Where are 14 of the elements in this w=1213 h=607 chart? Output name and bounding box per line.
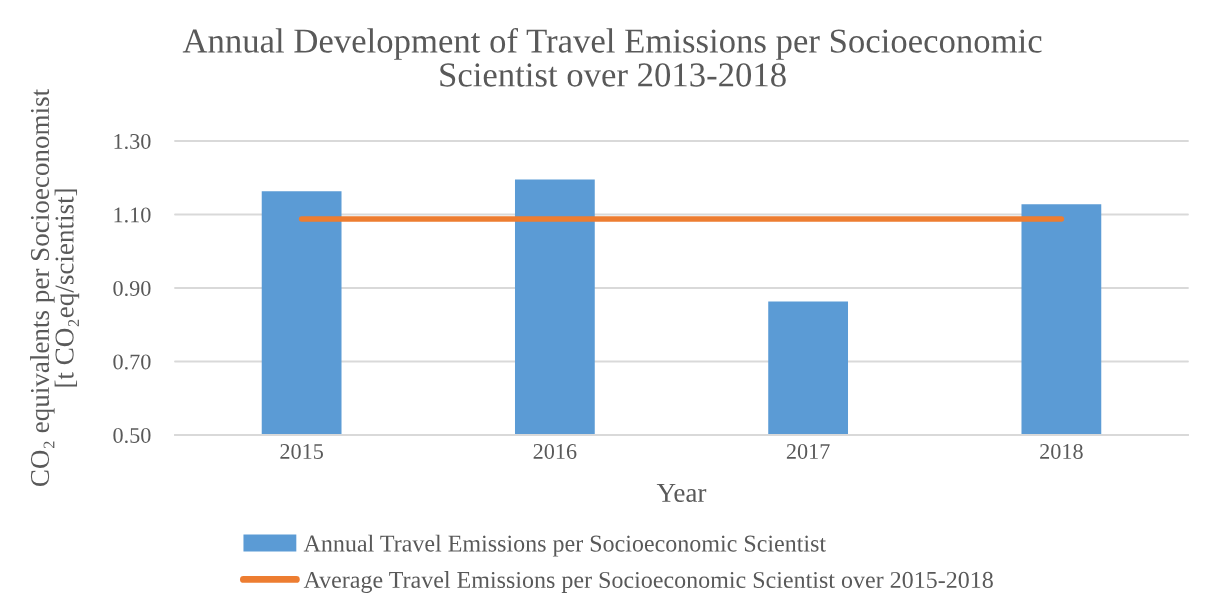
x-tick-label: 2015 — [280, 443, 323, 459]
x-axis-title: Year — [656, 483, 707, 502]
legend-label: Annual Travel Emissions per Socioeconomic Scientist — [303, 534, 826, 557]
x-tick-label: 2018 — [1040, 443, 1083, 459]
y-tick-label: 0.70 — [113, 354, 151, 370]
y-tick-label: 0.90 — [113, 280, 151, 297]
chart-title: Annual Development of Travel Emissions per Socioeconomic Scientist over 2013-2018 — [182, 28, 1042, 87]
x-tick-label: 2017 — [786, 443, 830, 459]
y-axis-title: CO₂ equivalents per Socioeconomist [t CO₂eq/scientist] — [30, 89, 80, 487]
y-tick-label: 1.10 — [114, 207, 151, 223]
y-tick-label: 0.50 — [113, 427, 151, 444]
x-tick-label: 2016 — [533, 443, 577, 459]
legend-label: Average Travel Emissions per Socioeconomic Scientist over 2015-2018 — [303, 571, 993, 593]
y-tick-label: 1.30 — [114, 133, 151, 150]
